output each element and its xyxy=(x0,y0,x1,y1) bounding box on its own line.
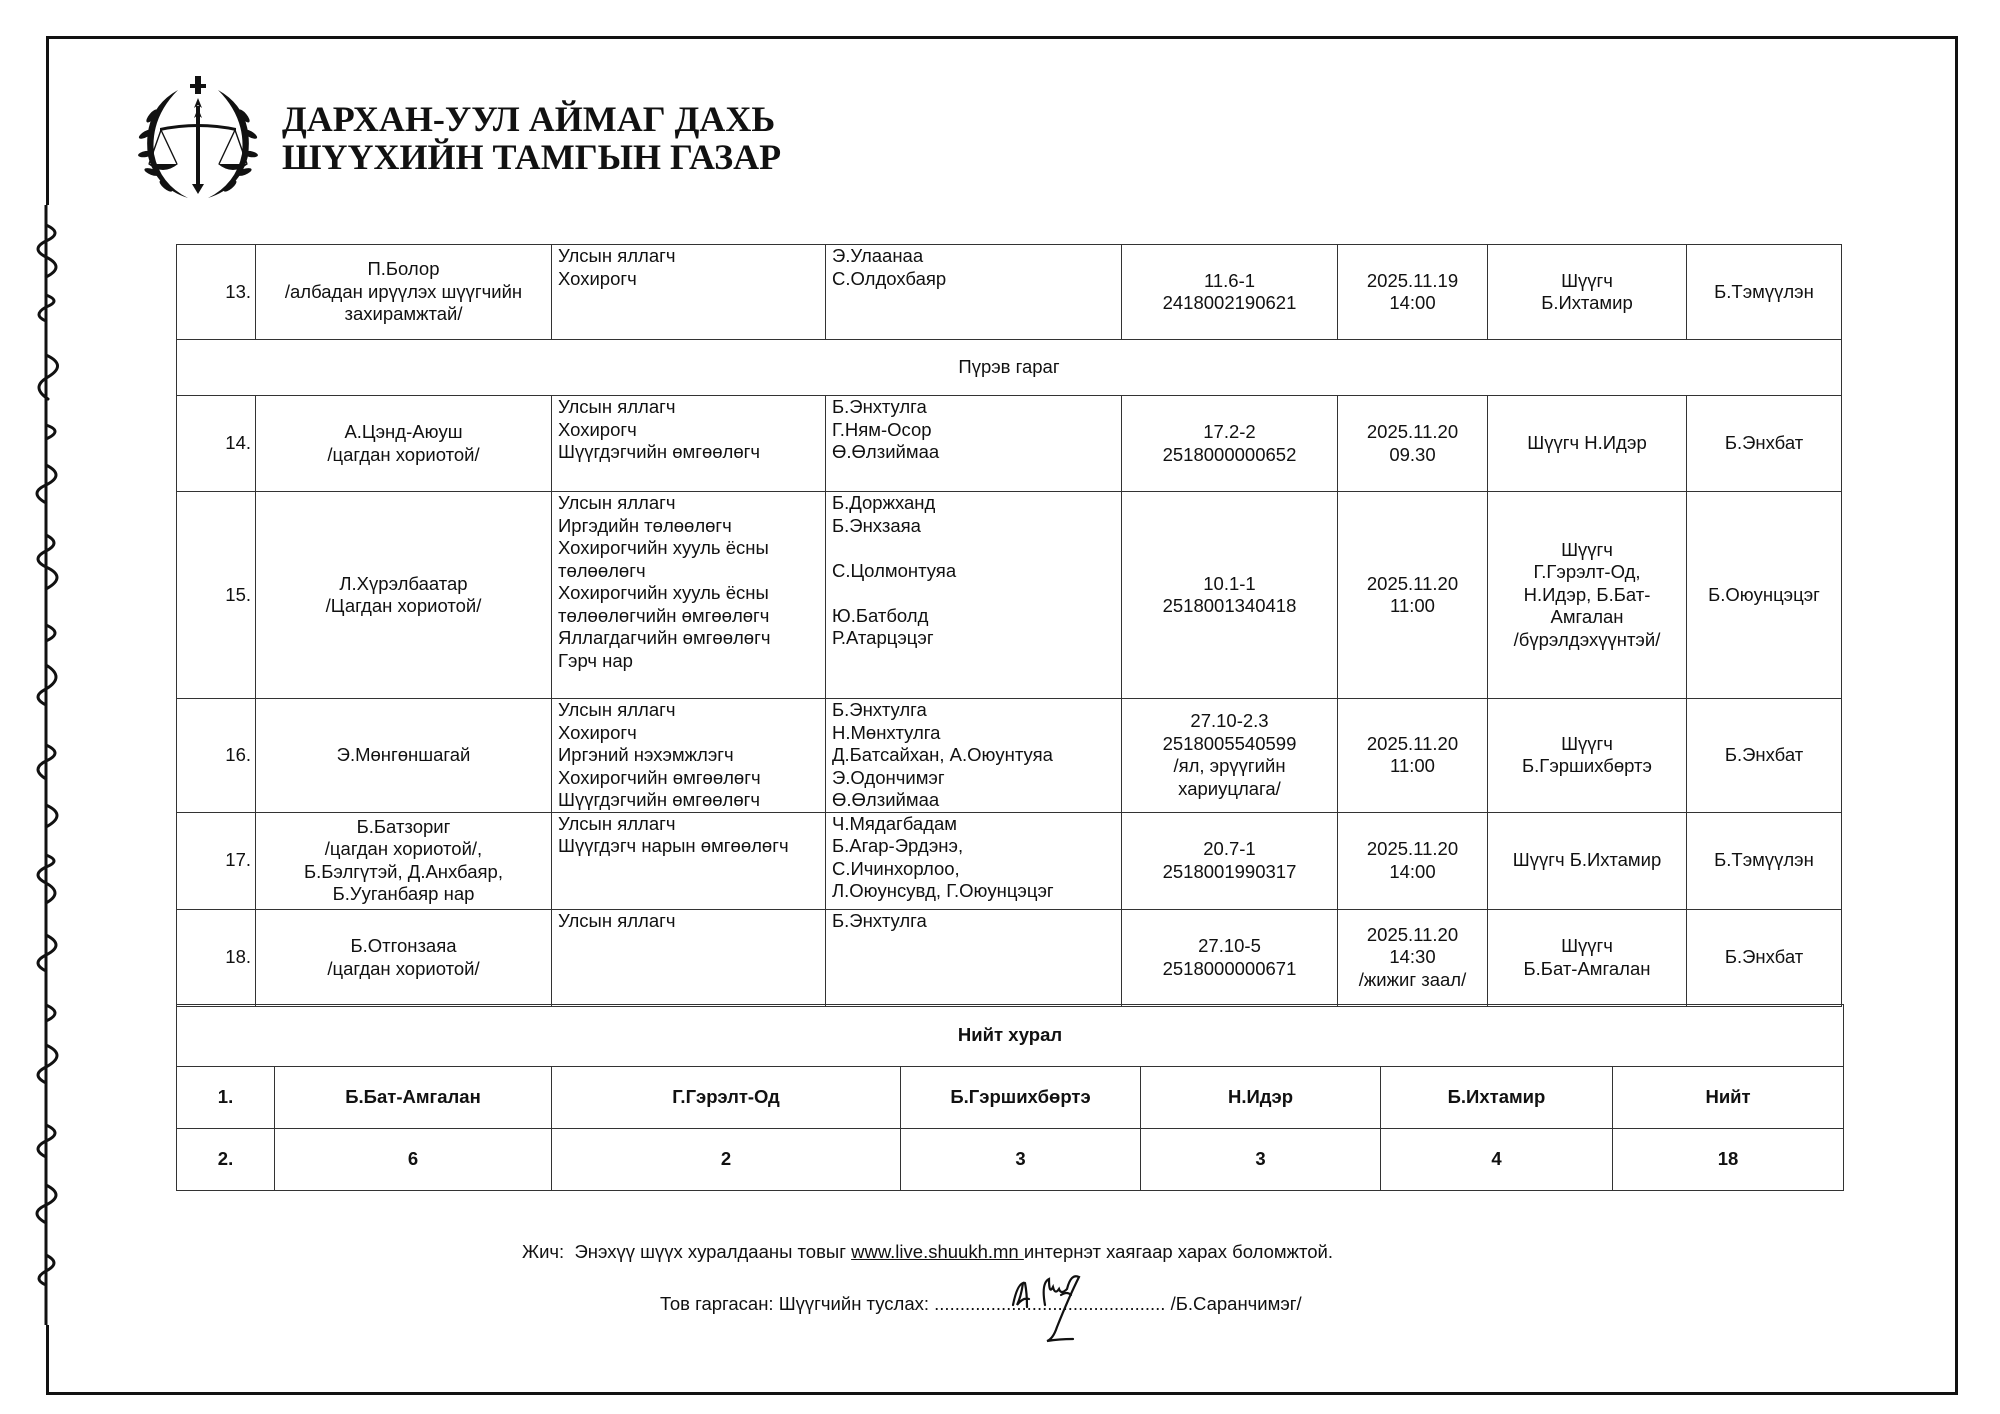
organization-title: ДАРХАН-УУЛ АЙМАГ ДАХЬ ШҮҮХИЙН ТАМГЫН ГАЗ… xyxy=(282,100,781,176)
secretary-cell: Б.Энхбат xyxy=(1686,395,1842,492)
table-row: 15. Л.Хүрэлбаатар /Цагдан хориотой/Улсын … xyxy=(176,491,1842,699)
roles-cell: Улсын яллагч Хохирогч xyxy=(551,244,826,340)
table-row: 13. П.Болор /албадан ирүүлэх шүүгчийн зах… xyxy=(176,244,1842,340)
participants-cell: Б.Доржханд Б.Энхзаяа С.Цолмонтуяа Ю.Батб… xyxy=(825,491,1122,699)
datetime-cell: 2025.11.20 11:00 xyxy=(1337,491,1488,699)
roles-cell: Улсын яллагч Хохирогч Шүүгдэгчийн өмгөөл… xyxy=(551,395,826,492)
summary-value-cell: 4 xyxy=(1380,1128,1613,1191)
summary-header-cell: 1. xyxy=(176,1066,275,1129)
table-row: 16. Э.Мөнгөншагай Улсын яллагч Хохирогч Ир… xyxy=(176,698,1842,813)
judge-cell: Шүүгч Н.Идэр xyxy=(1487,395,1687,492)
defendant-cell: Э.Мөнгөншагай xyxy=(255,698,552,813)
summary-header-cell: Б.Гэршихбөртэ xyxy=(900,1066,1141,1129)
case-code-cell: 27.10-2.3 2518005540599 /ял, эрүүгийн ха… xyxy=(1121,698,1338,813)
day-label: Пүрэв гараг xyxy=(176,339,1842,396)
judge-cell: Шүүгч Г.Гэрэлт-Од, Н.Идэр, Б.Бат-Амгалан… xyxy=(1487,491,1687,699)
defendant-cell: Б.Отгонзаяа /цагдан хориотой/ xyxy=(255,908,552,1007)
secretary-cell: Б.Тэмүүлэн xyxy=(1686,811,1842,910)
court-emblem-icon xyxy=(138,76,258,200)
case-code-cell: 20.7-1 2518001990317 xyxy=(1121,811,1338,910)
case-number-cell: 14. xyxy=(176,395,256,492)
summary-table: Нийт хурал 1. Б.Бат-Амгалан Г.Гэрэлт-Од Б.Г… xyxy=(175,1004,1845,1191)
datetime-cell: 2025.11.20 11:00 xyxy=(1337,698,1488,813)
secretary-cell: Б.Энхбат xyxy=(1686,908,1842,1007)
summary-header-cell: Н.Идэр xyxy=(1140,1066,1381,1129)
judge-cell: Шүүгч Б.Гэршихбөртэ xyxy=(1487,698,1687,813)
day-divider-row: Пүрэв гараг xyxy=(176,339,1842,396)
roles-cell: Улсын яллагч Шүүгдэгч нарын өмгөөлөгч xyxy=(551,811,826,910)
judge-cell: Шүүгч Б.Бат-Амгалан xyxy=(1487,908,1687,1007)
summary-values-row: 2. 6 2 3 3 4 18 xyxy=(176,1128,1845,1191)
summary-header-cell: Б.Ихтамир xyxy=(1380,1066,1613,1129)
org-line-2: ШҮҮХИЙН ТАМГЫН ГАЗАР xyxy=(282,137,782,177)
roles-cell: Улсын яллагч Иргэдийн төлөөлөгч Хохирогч… xyxy=(551,491,826,699)
summary-title: Нийт хурал xyxy=(175,1004,1845,1067)
participants-cell: Б.Энхтулга Г.Ням-Осор Ө.Өлзиймаа xyxy=(825,395,1122,492)
case-code-cell: 11.6-1 2418002190621 xyxy=(1121,244,1338,340)
roles-cell: Улсын яллагч xyxy=(551,908,826,1007)
summary-value-cell: 6 xyxy=(274,1128,552,1191)
secretary-cell: Б.Оюунцэцэг xyxy=(1686,491,1842,699)
case-code-cell: 27.10-5 2518000000671 xyxy=(1121,908,1338,1007)
case-code-cell: 17.2-2 2518000000652 xyxy=(1121,395,1338,492)
org-line-1: ДАРХАН-УУЛ АЙМАГ ДАХЬ xyxy=(282,99,776,139)
participants-cell: Б.Энхтулга xyxy=(825,908,1122,1007)
summary-value-cell: 2. xyxy=(176,1128,275,1191)
datetime-cell: 2025.11.20 09.30 xyxy=(1337,395,1488,492)
secretary-cell: Б.Энхбат xyxy=(1686,698,1842,813)
secretary-cell: Б.Тэмүүлэн xyxy=(1686,244,1842,340)
live-site-link[interactable]: www.live.shuukh.mn xyxy=(851,1241,1024,1262)
participants-cell: Ч.Мядагбадам Б.Агар-Эрдэнэ, С.Ичинхорлоо… xyxy=(825,811,1122,910)
summary-header-cell: Нийт xyxy=(1611,1066,1845,1129)
table-row: 17. Б.Батзориг /цагдан хориотой/, Б.Бэлгү… xyxy=(176,811,1842,910)
summary-value-cell: 3 xyxy=(1140,1128,1381,1191)
signature-icon xyxy=(1005,1275,1115,1355)
defendant-cell: П.Болор /албадан ирүүлэх шүүгчийн захира… xyxy=(255,244,552,340)
datetime-cell: 2025.11.19 14:00 xyxy=(1337,244,1488,340)
participants-cell: Б.Энхтулга Н.Мөнхтулга Д.Батсайхан, А.Ою… xyxy=(825,698,1122,813)
roles-cell: Улсын яллагч Хохирогч Иргэний нэхэмжлэгч… xyxy=(551,698,826,813)
hearing-schedule-table: 13. П.Болор /албадан ирүүлэх шүүгчийн зах… xyxy=(176,244,1842,1007)
summary-value-cell: 2 xyxy=(551,1128,901,1191)
summary-header-cell: Г.Гэрэлт-Од xyxy=(551,1066,901,1129)
participants-cell: Э.Улаанаа С.Олдохбаяр xyxy=(825,244,1122,340)
defendant-cell: Л.Хүрэлбаатар /Цагдан хориотой/ xyxy=(255,491,552,699)
summary-header-cell: Б.Бат-Амгалан xyxy=(274,1066,552,1129)
judge-cell: Шүүгч Б.Ихтамир xyxy=(1487,811,1687,910)
summary-value-cell: 3 xyxy=(900,1128,1141,1191)
summary-value-cell: 18 xyxy=(1611,1128,1845,1191)
summary-header-row: 1. Б.Бат-Амгалан Г.Гэрэлт-Од Б.Гэршихбөртэ Н… xyxy=(176,1066,1845,1129)
table-row: 14. А.Цэнд-Аюуш /цагдан хориотой/Улсын ял… xyxy=(176,395,1842,492)
footer-note: Жич: Энэхүү шүүх хуралдааны товыг www.li… xyxy=(522,1241,1333,1263)
datetime-cell: 2025.11.20 14:00 xyxy=(1337,811,1488,910)
mongolian-script-strip xyxy=(18,205,78,1325)
judge-cell: Шүүгч Б.Ихтамир xyxy=(1487,244,1687,340)
case-number-cell: 13. xyxy=(176,244,256,340)
datetime-cell: 2025.11.20 14:30 /жижиг заал/ xyxy=(1337,908,1488,1007)
defendant-cell: Б.Батзориг /цагдан хориотой/, Б.Бэлгүтэй… xyxy=(255,811,552,910)
case-number-cell: 17. xyxy=(176,811,256,910)
defendant-cell: А.Цэнд-Аюуш /цагдан хориотой/ xyxy=(255,395,552,492)
note-prefix: Жич: Энэхүү шүүх хуралдааны товыг xyxy=(522,1241,852,1262)
case-number-cell: 15. xyxy=(176,491,256,699)
prepared-by: Тов гаргасан: Шүүгчийн туслах: .........… xyxy=(660,1293,1302,1314)
case-code-cell: 10.1-1 2518001340418 xyxy=(1121,491,1338,699)
table-row: 18. Б.Отгонзаяа /цагдан хориотой/Улсын ял… xyxy=(176,908,1842,1007)
case-number-cell: 16. xyxy=(176,698,256,813)
note-suffix: интернэт хаягаар харах боломжтой. xyxy=(1023,1241,1333,1262)
case-number-cell: 18. xyxy=(176,908,256,1007)
